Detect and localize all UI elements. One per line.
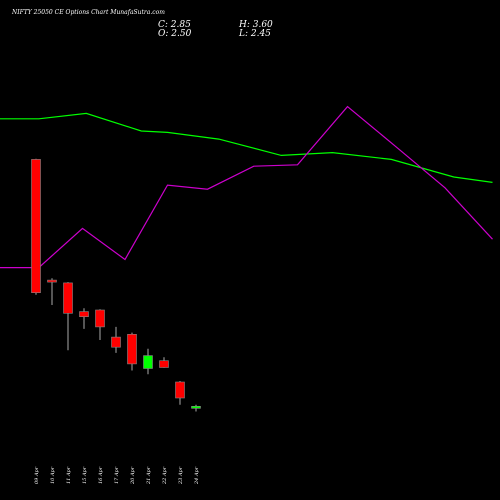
indicator-line-2 xyxy=(0,105,493,269)
candle xyxy=(79,308,89,329)
low-readout: L: 2.45 xyxy=(238,29,271,39)
indicator-line-1 xyxy=(0,112,493,183)
candle xyxy=(47,278,57,305)
candle xyxy=(143,348,153,375)
x-tick-label: 23 Apr xyxy=(178,466,184,485)
candle xyxy=(159,357,169,368)
candle-body xyxy=(127,333,137,365)
x-tick-label: 22 Apr xyxy=(162,466,168,485)
candle xyxy=(95,309,105,340)
candle-body xyxy=(159,360,169,368)
indicator-lines xyxy=(0,105,493,269)
candle xyxy=(31,158,41,295)
candle-body xyxy=(191,405,201,409)
candle-body xyxy=(31,159,41,293)
candle xyxy=(63,282,73,351)
candle xyxy=(175,381,185,405)
candle-body xyxy=(143,355,153,369)
candle-body xyxy=(79,311,89,318)
x-tick-label: 20 Apr xyxy=(130,466,136,485)
candle xyxy=(191,404,201,412)
x-tick-label: 21 Apr xyxy=(146,466,152,485)
x-tick-label: 24 Apr xyxy=(194,466,200,485)
x-tick-label: 09 Apr xyxy=(34,466,40,484)
candle xyxy=(127,332,137,371)
x-axis-ticks: 09 Apr 10 Apr 11 Apr 15 Apr 16 Apr 17 Apr 20 A… xyxy=(34,466,200,485)
candle-body xyxy=(95,309,105,328)
x-tick-label: 16 Apr xyxy=(98,466,104,484)
x-tick-label: 11 Apr xyxy=(66,466,72,484)
candle-body xyxy=(47,279,57,283)
open-readout: O: 2.50 xyxy=(158,29,192,39)
candle xyxy=(111,326,121,353)
candle-body xyxy=(63,282,73,314)
x-tick-label: 15 Apr xyxy=(82,466,88,484)
close-readout: C: 2.85 xyxy=(158,20,191,30)
high-readout: H: 3.60 xyxy=(238,20,273,30)
candle-body xyxy=(111,336,121,348)
candles xyxy=(31,158,201,412)
chart-title: NIFTY 25050 CE Options Chart MunafaSutra… xyxy=(11,9,165,16)
x-tick-label: 10 Apr xyxy=(50,466,56,484)
candle-body xyxy=(175,381,185,399)
x-tick-label: 17 Apr xyxy=(114,466,120,484)
